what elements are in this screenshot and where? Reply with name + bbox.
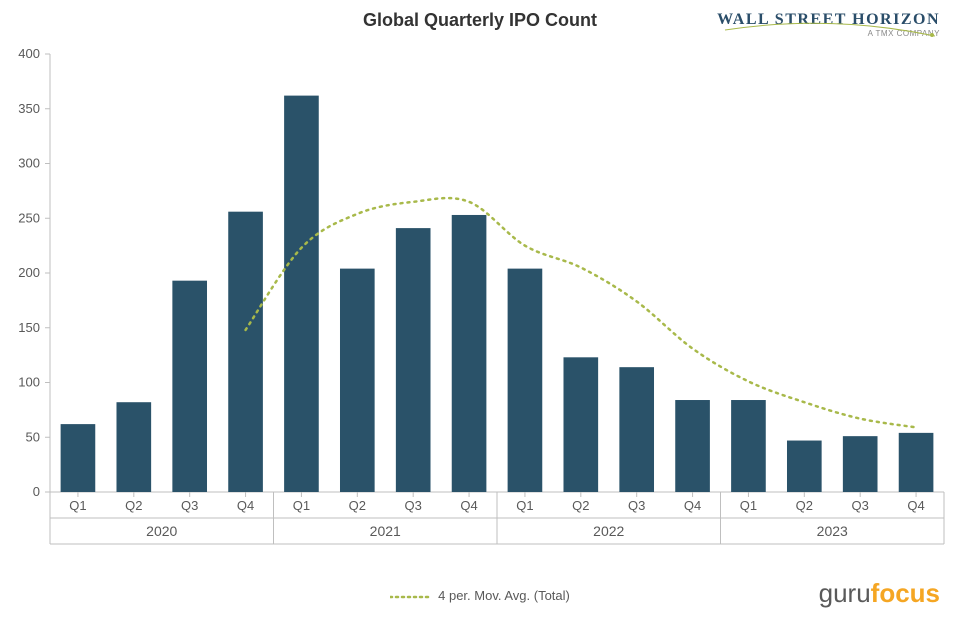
svg-text:Q1: Q1 (69, 498, 86, 513)
svg-text:2023: 2023 (817, 523, 848, 539)
bar (731, 400, 766, 492)
bar (508, 269, 543, 492)
svg-text:Q3: Q3 (405, 498, 422, 513)
svg-text:350: 350 (18, 101, 40, 116)
svg-text:Q3: Q3 (628, 498, 645, 513)
bar (340, 269, 375, 492)
svg-text:Q4: Q4 (684, 498, 701, 513)
svg-text:300: 300 (18, 156, 40, 171)
svg-text:Q2: Q2 (572, 498, 589, 513)
svg-text:Q3: Q3 (852, 498, 869, 513)
bar (843, 436, 878, 492)
bar (787, 441, 822, 492)
logo-part-focus: focus (871, 578, 940, 608)
logo-text-line2: A TMX COMPANY (717, 30, 940, 38)
legend-label: 4 per. Mov. Avg. (Total) (438, 588, 570, 603)
svg-text:0: 0 (33, 484, 40, 499)
bar (284, 96, 319, 492)
svg-text:200: 200 (18, 265, 40, 280)
chart-legend: 4 per. Mov. Avg. (Total) (0, 588, 960, 603)
bar (396, 228, 431, 492)
svg-text:Q1: Q1 (516, 498, 533, 513)
svg-text:250: 250 (18, 210, 40, 225)
svg-text:Q1: Q1 (740, 498, 757, 513)
logo-part-guru: guru (819, 578, 871, 608)
bar (61, 424, 96, 492)
bar (619, 367, 654, 492)
svg-text:Q1: Q1 (293, 498, 310, 513)
svg-text:2021: 2021 (370, 523, 401, 539)
svg-text:Q4: Q4 (907, 498, 924, 513)
svg-text:Q3: Q3 (181, 498, 198, 513)
svg-text:50: 50 (26, 429, 40, 444)
wall-street-horizon-logo: WALL STREET HORIZON A TMX COMPANY (717, 12, 940, 38)
svg-text:Q2: Q2 (796, 498, 813, 513)
svg-text:Q4: Q4 (460, 498, 477, 513)
bar (675, 400, 710, 492)
logo-text-line1: WALL STREET HORIZON (717, 12, 940, 28)
svg-text:Q2: Q2 (125, 498, 142, 513)
bar (172, 281, 207, 492)
gurufocus-logo: gurufocus (819, 578, 940, 609)
svg-text:150: 150 (18, 320, 40, 335)
svg-text:Q2: Q2 (349, 498, 366, 513)
bar (563, 357, 598, 492)
svg-text:2020: 2020 (146, 523, 177, 539)
bar (452, 215, 487, 492)
bar (116, 402, 151, 492)
legend-swatch-ma (390, 591, 432, 603)
svg-text:400: 400 (18, 48, 40, 61)
svg-text:2022: 2022 (593, 523, 624, 539)
bar (228, 212, 263, 492)
ipo-bar-chart: 0 50 100 150 200 250 300 350 400 Q1 Q2 Q3 Q4 2020 Q1 Q2… (4, 48, 956, 568)
svg-text:100: 100 (18, 375, 40, 390)
svg-text:Q4: Q4 (237, 498, 254, 513)
bar (899, 433, 934, 492)
